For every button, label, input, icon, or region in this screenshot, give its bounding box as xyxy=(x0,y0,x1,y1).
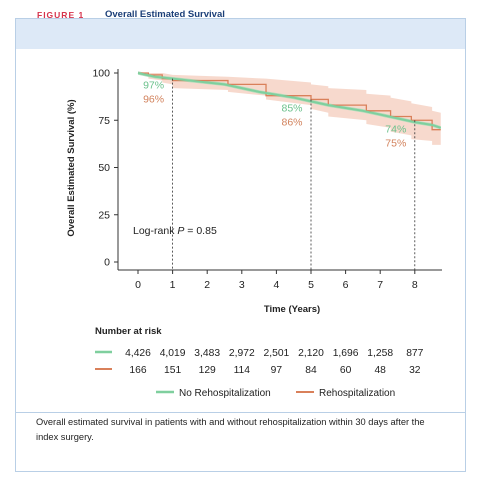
x-axis-title: Time (Years) xyxy=(264,304,320,315)
y-tick-label: 75 xyxy=(98,115,110,127)
landmark-label-no-rehosp: 97% xyxy=(143,80,164,92)
risk-count-rehosp: 151 xyxy=(164,365,181,376)
figure-title: Overall Estimated Survival xyxy=(105,9,225,20)
y-tick-label: 50 xyxy=(98,162,110,174)
risk-table-title: Number at risk xyxy=(95,326,162,337)
x-tick-label: 5 xyxy=(308,279,314,291)
risk-count-no-rehosp: 2,972 xyxy=(229,348,255,359)
risk-count-no-rehosp: 4,426 xyxy=(125,348,151,359)
risk-count-no-rehosp: 3,483 xyxy=(194,348,220,359)
y-axis-title: Overall Estimated Survival (%) xyxy=(66,99,77,236)
risk-count-no-rehosp: 1,696 xyxy=(333,348,359,359)
risk-count-no-rehosp: 1,258 xyxy=(367,348,393,359)
x-tick-label: 6 xyxy=(343,279,349,291)
figure-panel xyxy=(15,18,466,472)
risk-count-rehosp: 114 xyxy=(234,365,251,376)
risk-count-rehosp: 97 xyxy=(271,365,283,376)
legend-label-no-rehosp: No Rehospitalization xyxy=(179,388,271,399)
axis-layer: 0 25 50 75 100 0 1 2 3 4 5 6 7 8 Time (Years) Overall E… xyxy=(66,68,442,315)
y-tick-label: 25 xyxy=(98,209,110,221)
label-layer: Log-rank P = 0.85 97% 96% 85% 86% 74% 75% xyxy=(133,78,416,270)
risk-count-no-rehosp: 4,019 xyxy=(160,348,186,359)
legend-label-rehosp: Rehospitalization xyxy=(319,388,395,399)
no-rehosp-confidence-band xyxy=(138,71,441,130)
landmark-label-rehosp: 86% xyxy=(281,116,302,128)
risk-count-no-rehosp: 2,120 xyxy=(298,348,324,359)
y-tick-label: 0 xyxy=(104,257,110,269)
series-line-layer xyxy=(137,72,442,131)
no-rehosp-line xyxy=(137,72,442,129)
legend: No Rehospitalization Rehospitalization xyxy=(156,388,395,399)
x-tick-label: 7 xyxy=(377,279,383,291)
risk-count-rehosp: 84 xyxy=(305,365,317,376)
x-tick-label: 4 xyxy=(273,279,279,291)
caption-box xyxy=(16,412,465,472)
risk-count-rehosp: 60 xyxy=(340,365,352,376)
log-rank-value: = 0.85 xyxy=(184,225,217,237)
x-tick-label: 2 xyxy=(204,279,210,291)
landmark-label-no-rehosp: 74% xyxy=(385,123,406,135)
log-rank-p: P xyxy=(177,225,184,237)
log-rank-text: Log-rank xyxy=(133,225,177,237)
rehosp-confidence-band xyxy=(138,73,441,145)
risk-count-rehosp: 32 xyxy=(409,365,421,376)
confidence-band-layer xyxy=(138,71,441,145)
risk-count-rehosp: 48 xyxy=(374,365,386,376)
landmark-label-no-rehosp: 85% xyxy=(281,102,302,114)
figure-header xyxy=(16,19,465,49)
x-tick-label: 8 xyxy=(412,279,418,291)
log-rank-annotation: Log-rank P = 0.85 xyxy=(133,225,217,237)
landmark-label-rehosp: 96% xyxy=(143,94,164,106)
x-tick-label: 1 xyxy=(170,279,176,291)
y-tick-label: 100 xyxy=(92,68,110,80)
risk-table: Number at risk 4,426 4,019 3,483 2,972 2,501 2… xyxy=(95,326,424,376)
figure-label: FIGURE 1 xyxy=(37,10,85,20)
risk-count-no-rehosp: 2,501 xyxy=(264,348,290,359)
x-tick-label: 0 xyxy=(135,279,141,291)
x-tick-label: 3 xyxy=(239,279,245,291)
figure-caption: Overall estimated survival in patients w… xyxy=(36,417,425,442)
risk-count-rehosp: 166 xyxy=(129,365,146,376)
risk-count-no-rehosp: 877 xyxy=(406,348,423,359)
risk-count-rehosp: 129 xyxy=(199,365,216,376)
landmark-label-rehosp: 75% xyxy=(385,137,406,149)
